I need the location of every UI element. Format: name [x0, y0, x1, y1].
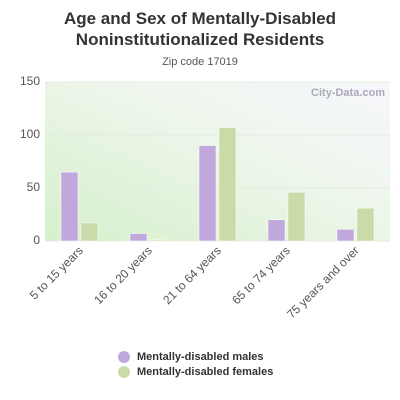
- plot-background: [45, 82, 390, 241]
- bar: [356, 207, 375, 242]
- y-tick-label: 0: [33, 233, 40, 247]
- x-tick-label: 65 to 74 years: [229, 243, 293, 307]
- y-tick-label: 150: [20, 74, 40, 88]
- bar: [129, 233, 148, 242]
- bar: [149, 239, 168, 242]
- y-tick-label: 50: [27, 180, 41, 194]
- chart-subtitle: Zip code 17019: [162, 56, 238, 68]
- y-tick-label: 100: [20, 127, 40, 141]
- x-tick-label: 21 to 64 years: [160, 243, 224, 307]
- x-tick-label: 75 years and over: [284, 243, 362, 321]
- watermark: City-Data.com: [311, 87, 385, 99]
- x-tick-label: 16 to 20 years: [91, 243, 155, 307]
- bar: [336, 229, 355, 242]
- bar: [267, 219, 286, 242]
- bar: [60, 171, 79, 242]
- bar: [80, 222, 99, 242]
- legend-marker: [118, 351, 130, 363]
- chart-title: Age and Sex of Mentally-Disabled Noninst…: [63, 9, 337, 49]
- legend-marker: [118, 366, 130, 378]
- bar: [218, 127, 237, 242]
- bar: [198, 145, 217, 242]
- bar: [287, 191, 306, 242]
- legend-label: Mentally-disabled females: [137, 366, 273, 378]
- legend-label: Mentally-disabled males: [137, 351, 264, 363]
- x-tick-label: 5 to 15 years: [27, 243, 86, 302]
